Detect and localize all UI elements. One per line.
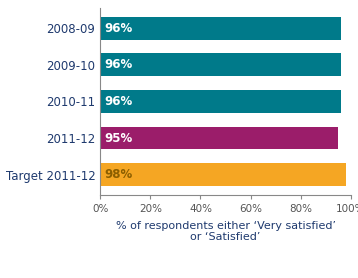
Bar: [100, 163, 346, 186]
Bar: [100, 127, 338, 150]
Text: 96%: 96%: [104, 22, 132, 35]
Bar: [100, 53, 341, 76]
Bar: [100, 90, 341, 113]
Text: 95%: 95%: [104, 131, 132, 145]
Text: 96%: 96%: [104, 95, 132, 108]
Text: 98%: 98%: [104, 168, 132, 181]
Text: 96%: 96%: [104, 58, 132, 71]
Bar: [100, 17, 341, 39]
X-axis label: % of respondents either ‘Very satisfied’
or ‘Satisfied’: % of respondents either ‘Very satisfied’…: [116, 220, 335, 242]
